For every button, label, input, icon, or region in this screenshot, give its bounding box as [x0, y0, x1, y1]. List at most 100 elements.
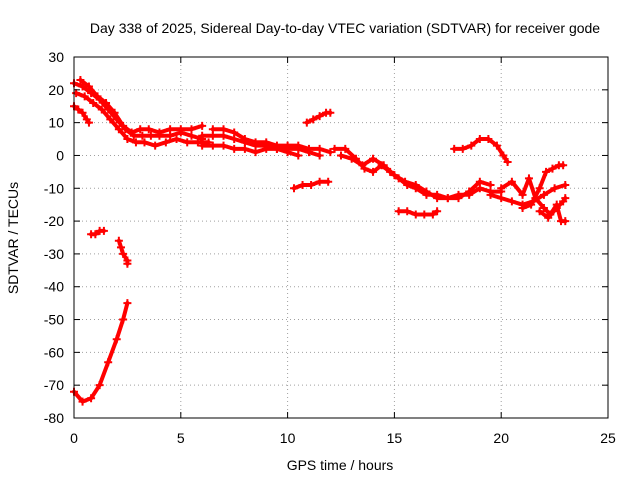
data-point — [369, 167, 378, 176]
data-point — [302, 118, 311, 127]
data-point — [458, 144, 467, 153]
data-point — [486, 190, 495, 199]
data-point — [166, 125, 175, 134]
data-point — [183, 138, 192, 147]
data-point — [298, 180, 307, 189]
x-tick-label: 5 — [177, 430, 185, 446]
data-point — [76, 75, 85, 84]
data-point — [390, 171, 399, 180]
data-point — [99, 226, 108, 235]
data-point — [411, 210, 420, 219]
series-main-band-3 — [76, 75, 207, 137]
y-tick-label: -80 — [44, 410, 64, 426]
data-point — [315, 144, 324, 153]
data-point — [548, 164, 557, 173]
data-point — [433, 207, 442, 216]
x-tick-label: 15 — [387, 430, 403, 446]
data-point — [411, 180, 420, 189]
x-tick-label: 0 — [70, 430, 78, 446]
series-main-band-2 — [72, 89, 213, 150]
series-lower-short — [290, 177, 333, 193]
data-point — [91, 230, 100, 239]
y-tick-label: -40 — [44, 279, 64, 295]
series-end-band-3 — [518, 161, 568, 212]
data-point — [561, 217, 570, 226]
data-point — [155, 128, 164, 137]
data-point — [542, 167, 551, 176]
series-trace — [200, 143, 301, 158]
data-point — [172, 135, 181, 144]
data-point — [84, 118, 93, 127]
data-point — [74, 105, 83, 114]
data-point — [450, 144, 459, 153]
data-point — [95, 381, 104, 390]
x-axis-label: GPS time / hours — [287, 457, 394, 473]
data-point — [524, 174, 533, 183]
data-point — [401, 177, 410, 186]
data-point — [559, 161, 568, 170]
data-point — [484, 135, 493, 144]
data-points — [70, 75, 570, 406]
data-point — [127, 128, 136, 137]
y-tick-label: -30 — [44, 246, 64, 262]
data-point — [403, 207, 412, 216]
data-point — [539, 203, 548, 212]
data-point — [230, 128, 239, 137]
x-tick-label: 20 — [493, 430, 509, 446]
data-point — [119, 121, 128, 130]
data-point — [315, 177, 324, 186]
data-point — [78, 108, 87, 117]
data-point — [527, 200, 536, 209]
data-point — [144, 125, 153, 134]
data-point — [475, 177, 484, 186]
data-point — [187, 125, 196, 134]
data-point — [80, 92, 89, 101]
y-tick-label: -60 — [44, 344, 64, 360]
data-point — [309, 115, 318, 124]
data-point — [283, 148, 292, 157]
y-tick-label: -10 — [44, 180, 64, 196]
data-point — [114, 125, 123, 134]
data-point — [535, 184, 544, 193]
series-late-band-2 — [337, 151, 495, 203]
axis-ticks: 0 5 10 15 20 25 -80 -70 -60 -50 -40 -30 -20 -10 0 10 20 3… — [44, 49, 616, 446]
series-upper-short — [302, 108, 335, 127]
y-tick-label: 30 — [48, 49, 64, 65]
y-tick-label: 10 — [48, 115, 64, 131]
data-point — [208, 141, 217, 150]
data-point — [93, 92, 102, 101]
data-point — [507, 197, 516, 206]
data-point — [230, 144, 239, 153]
series-mid-band-2 — [208, 125, 335, 157]
data-point — [72, 89, 81, 98]
series-upper-late — [450, 135, 512, 167]
data-point — [146, 131, 155, 140]
data-point — [272, 144, 281, 153]
data-point — [198, 121, 207, 130]
data-point — [198, 131, 207, 140]
data-point — [123, 259, 132, 268]
data-point — [503, 158, 512, 167]
data-point — [337, 151, 345, 160]
data-point — [422, 187, 431, 196]
data-point — [315, 112, 324, 121]
data-point — [561, 180, 570, 189]
data-point — [341, 144, 350, 153]
data-point — [394, 207, 403, 216]
data-point — [294, 151, 303, 160]
data-point — [467, 141, 476, 150]
data-point — [420, 210, 429, 219]
y-tick-label: 0 — [56, 147, 64, 163]
data-point — [251, 148, 260, 157]
data-point — [497, 184, 506, 193]
series-gap-segment — [394, 207, 442, 219]
x-tick-label: 25 — [600, 430, 616, 446]
data-point — [507, 177, 516, 186]
data-point — [294, 141, 303, 150]
y-tick-label: -50 — [44, 312, 64, 328]
data-point — [454, 194, 463, 203]
y-tick-label: -20 — [44, 213, 64, 229]
data-point — [208, 125, 217, 134]
data-point — [219, 125, 228, 134]
